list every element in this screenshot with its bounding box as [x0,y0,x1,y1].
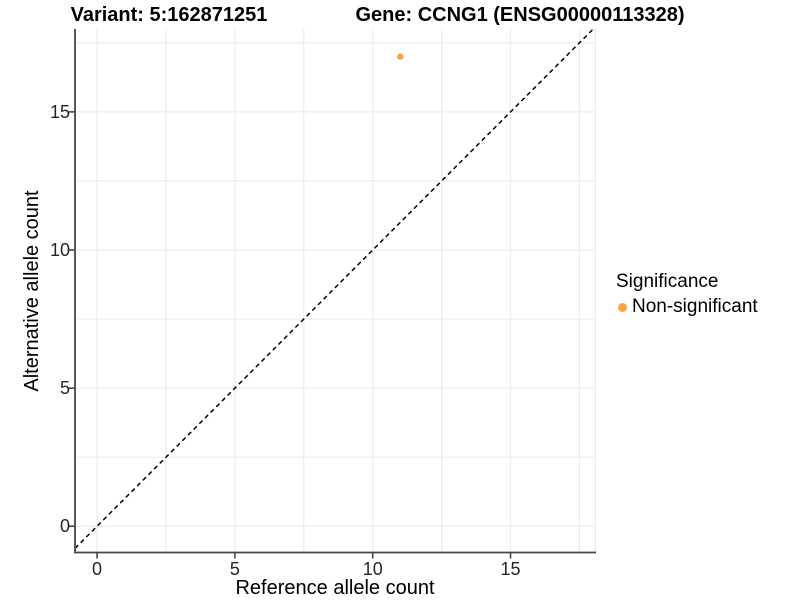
y-tick-label: 10 [49,240,70,260]
identity-dashed-line [74,28,594,549]
legend-item-label: Non-significant [632,295,758,317]
legend-item-non-significant: Non-significant [618,295,758,318]
legend-title: Significance [616,271,719,292]
x-tick-label: 10 [362,558,383,579]
x-tick-label: 5 [229,558,240,579]
y-tick-label: 15 [49,101,70,122]
legend-point-icon [618,302,627,312]
data-point [397,53,404,60]
x-tick-label: 15 [500,558,521,579]
y-axis-title: Alternative allele count [21,190,43,392]
y-tick-label: 5 [59,378,70,399]
x-axis-title: Reference allele count [235,577,435,599]
y-tick-label: 0 [59,516,70,537]
legend: Significance Non-significant [616,271,758,318]
x-tick-label: 0 [92,558,103,579]
variant-title: Variant: 5:162871251 [70,4,268,26]
gene-title: Gene: CCNG1 (ENSG00000113328) [355,4,685,26]
